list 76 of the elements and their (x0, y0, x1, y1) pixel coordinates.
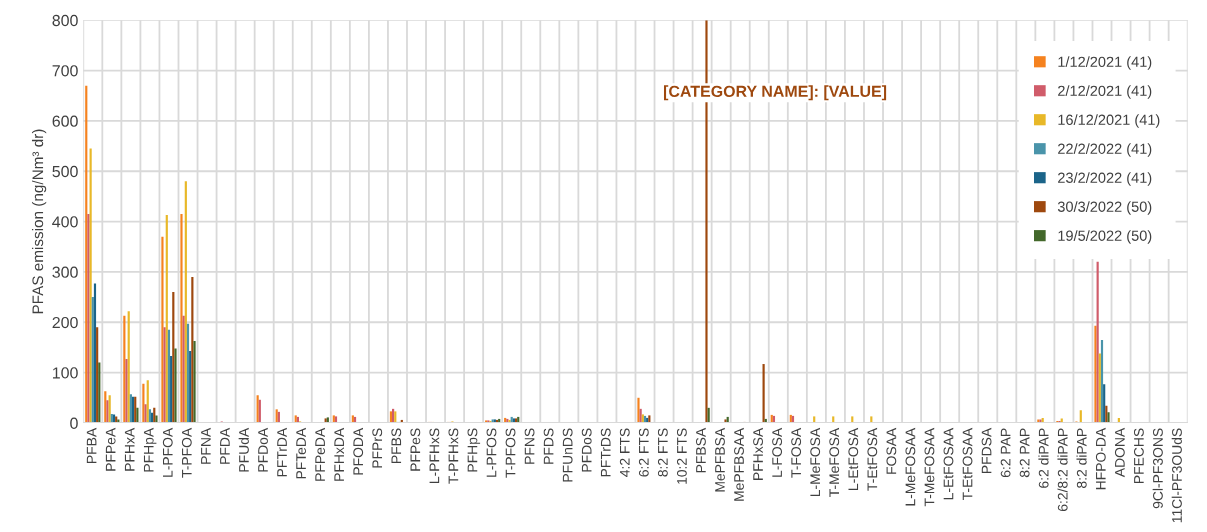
x-tick-label: T-PFHxS (448, 428, 459, 484)
x-tick-label: PFTeDA (296, 427, 306, 479)
x-tick-label: 6:2 diPAP (1038, 428, 1049, 488)
x-tick-label: PFUnDS (562, 428, 573, 482)
x-tick-label: T-EtFOSAA (962, 427, 973, 501)
x-tick-label: T-MeFOSAA (924, 427, 935, 507)
y-tick-label: 100 (52, 367, 78, 379)
x-tick-label: 4:2 FTS (619, 428, 630, 477)
x-tick-label: PFHxSA (753, 427, 763, 480)
x-tick-label: PFTrDS (600, 428, 611, 477)
x-tick-label: PFECHS (1133, 428, 1144, 483)
legend-label: 19/5/2022 (50) (1058, 230, 1152, 244)
x-tick-label: 11Cl-PF3OUdS (1171, 428, 1182, 523)
y-axis-title: PFAS emission (ng/Nm³ dr) (31, 129, 47, 314)
x-tick-label: T-PFOS (505, 428, 516, 478)
x-tick-label: T-PFOA (181, 427, 192, 478)
x-tick-label: PFDS (543, 428, 554, 464)
x-tick-label: PFBSA (696, 427, 706, 473)
x-tick-label: 10:2 FTS (676, 428, 687, 484)
annotation: [CATEGORY NAME]: [VALUE] (663, 85, 887, 101)
legend-label: 2/12/2021 (41) (1058, 85, 1152, 99)
legend-label: 22/2/2022 (41) (1058, 143, 1152, 157)
x-tick-label: 6:2/8:2 diPAP (1057, 428, 1068, 511)
x-tick-label: PFUdA (238, 427, 249, 472)
x-tick-label: MePFBSA (715, 427, 725, 492)
x-tick-label: PFDSA (981, 427, 992, 473)
x-tick-label: PFDoA (258, 427, 268, 472)
x-tick-label: L-EtFOSAA (943, 427, 954, 500)
x-tick-label: L-PFHxS (429, 428, 440, 483)
x-tick-label: PFDoS (581, 428, 592, 472)
x-tick-label: 8:2 PAP (1019, 428, 1030, 478)
x-tick-label: T-MeFOSA (829, 427, 840, 497)
x-tick-label: MePFBSAA (734, 427, 744, 501)
x-tick-label: PFNA (201, 427, 211, 464)
x-tick-label: PFHxDA (334, 427, 344, 481)
x-tick-label: PFODA (353, 427, 364, 475)
y-tick-label: 400 (52, 216, 78, 228)
legend-label: 23/2/2022 (41) (1058, 172, 1152, 186)
x-tick-label: L-EtFOSA (848, 427, 859, 490)
x-tick-label: 6:2 FTS (638, 428, 649, 477)
y-tick-label: 700 (52, 65, 78, 77)
y-tick-label: 800 (52, 14, 78, 27)
x-tick-label: 6:2 PAP (1000, 428, 1011, 478)
x-tick-label: PFBA (86, 427, 97, 463)
x-tick-label: FOSAA (886, 427, 897, 474)
x-tick-label: PFHpA (143, 427, 157, 472)
y-tick-label: 300 (52, 266, 78, 278)
x-tick-label: PFNS (524, 428, 535, 464)
x-tick-label: L-PFOS (486, 428, 497, 477)
x-tick-label: L-MeFOSA (810, 427, 821, 497)
y-tick-label: 200 (52, 316, 78, 329)
x-tick-label: L-MeFOSAA (905, 427, 916, 506)
legend-label: 30/3/2022 (50) (1057, 201, 1152, 215)
x-tick-label: PFPeA (105, 427, 116, 471)
legend-label: 16/12/2021 (41) (1058, 114, 1160, 128)
x-tick-label: PFTrDA (277, 427, 287, 477)
x-tick-label: 8:2 diPAP (1076, 428, 1087, 488)
x-tick-label: L-PFOA (162, 427, 173, 477)
x-tick-label: PFPrS (372, 428, 383, 468)
x-tick-label: 8:2 FTS (657, 428, 668, 477)
y-tick-label: 500 (52, 165, 78, 178)
x-tick-label: HFPO-DA (1095, 427, 1106, 490)
legend-label: 1/12/2021 (41) (1058, 56, 1152, 70)
x-tick-label: PFPeS (410, 428, 421, 471)
y-tick-label: 0 (70, 417, 78, 429)
x-tick-label: PFPeDA (315, 427, 326, 481)
x-tick-label: 9Cl-PF3ONS (1152, 428, 1163, 509)
x-tick-label: ADONA (1114, 427, 1125, 478)
x-tick-label: PFDA (220, 427, 230, 464)
x-tick-label: T-FOSA (791, 427, 802, 478)
x-tick-label: PFBS (391, 428, 402, 463)
x-tick-label: T-EtFOSA (867, 427, 878, 491)
x-tick-label: L-FOSA (772, 427, 783, 477)
y-tick-label: 600 (52, 115, 78, 127)
x-tick-label: PFHxA (124, 427, 135, 471)
x-tick-label: PFHpS (467, 428, 481, 472)
